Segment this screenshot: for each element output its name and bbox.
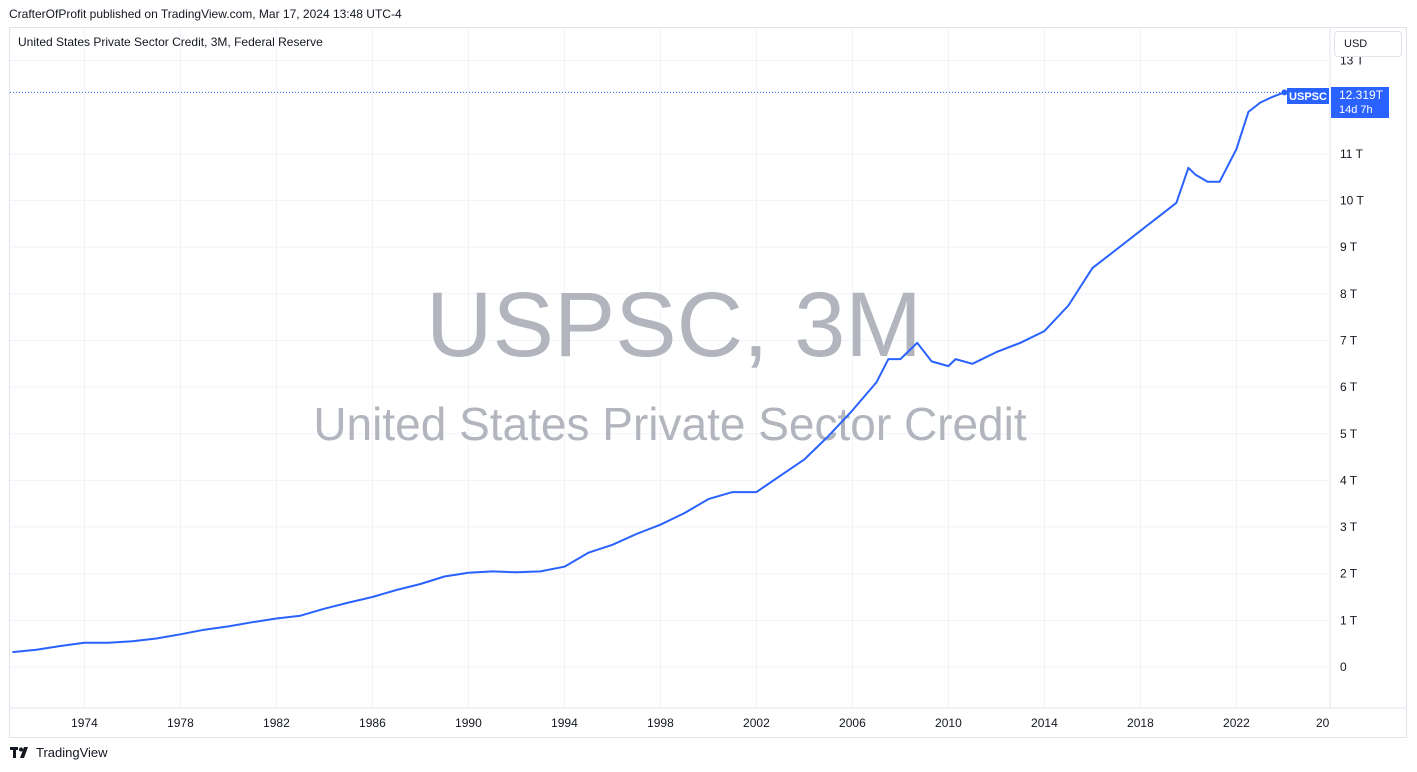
series-line-uspsc bbox=[12, 91, 1285, 654]
y-tick-label: 11 T bbox=[1340, 147, 1364, 161]
watermark-symbol: USPSC, 3M bbox=[426, 274, 922, 376]
watermark-description: United States Private Sector Credit bbox=[313, 398, 1027, 450]
price-axis[interactable]: 0 1 T 2 T 3 T 4 T 5 T 6 T 7 T 8 T 9 T 10 T 11 T 13 T bbox=[1340, 54, 1364, 674]
publisher-line: CrafterOfProfit published on TradingView… bbox=[9, 7, 402, 21]
x-tick-label: 1994 bbox=[551, 716, 578, 730]
chart-frame bbox=[9, 27, 1407, 738]
y-tick-label: 9 T bbox=[1340, 240, 1358, 254]
x-tick-label: 1998 bbox=[647, 716, 674, 730]
x-tick-label: 2022 bbox=[1223, 716, 1250, 730]
y-tick-label: 5 T bbox=[1340, 427, 1358, 441]
y-tick-label: 0 bbox=[1340, 660, 1347, 674]
x-tick-label: 2006 bbox=[839, 716, 866, 730]
x-tick-label: 2014 bbox=[1031, 716, 1058, 730]
last-point-marker bbox=[1281, 89, 1288, 96]
y-tick-label: 2 T bbox=[1340, 567, 1358, 581]
x-tick-label: 2002 bbox=[743, 716, 770, 730]
x-tick-label: 20 bbox=[1316, 716, 1330, 730]
x-tick-label: 1982 bbox=[263, 716, 290, 730]
price-tag-symbol-bg bbox=[1287, 88, 1329, 104]
y-tick-label: 10 T bbox=[1340, 194, 1364, 208]
x-tick-label: 1990 bbox=[455, 716, 482, 730]
price-tag-countdown: 14d 7h bbox=[1339, 104, 1373, 116]
price-tag-symbol: USPSC bbox=[1289, 91, 1327, 103]
legend-title[interactable]: United States Private Sector Credit, 3M,… bbox=[18, 35, 323, 49]
price-tag-value: 12.319T bbox=[1339, 88, 1384, 102]
watermark: USPSC, 3M United States Private Sector C… bbox=[313, 274, 1027, 450]
y-tick-label: 4 T bbox=[1340, 473, 1358, 487]
footer: TradingView bbox=[10, 745, 108, 760]
x-tick-label: 2018 bbox=[1127, 716, 1154, 730]
x-tick-label: 1974 bbox=[71, 716, 98, 730]
price-tag-value-bg bbox=[1331, 87, 1389, 118]
y-tick-label: 6 T bbox=[1340, 380, 1358, 394]
x-tick-label: 1986 bbox=[359, 716, 386, 730]
y-tick-label: 1 T bbox=[1340, 613, 1358, 627]
currency-button[interactable]: USD bbox=[1334, 31, 1402, 57]
price-tag: USPSC 12.319T 14d 7h bbox=[1287, 87, 1389, 118]
y-tick-label: 8 T bbox=[1340, 287, 1358, 301]
y-tick-label: 3 T bbox=[1340, 520, 1358, 534]
x-tick-label: 2010 bbox=[935, 716, 962, 730]
y-tick-label: 13 T bbox=[1340, 54, 1364, 68]
time-axis[interactable]: 1974 1978 1982 1986 1990 1994 1998 2002 2006 2010… bbox=[71, 716, 1330, 730]
y-tick-label: 7 T bbox=[1340, 333, 1358, 347]
tradingview-logo-icon[interactable] bbox=[10, 746, 32, 760]
x-tick-label: 1978 bbox=[167, 716, 194, 730]
grid-lines bbox=[10, 28, 1330, 708]
footer-brand[interactable]: TradingView bbox=[36, 745, 108, 760]
